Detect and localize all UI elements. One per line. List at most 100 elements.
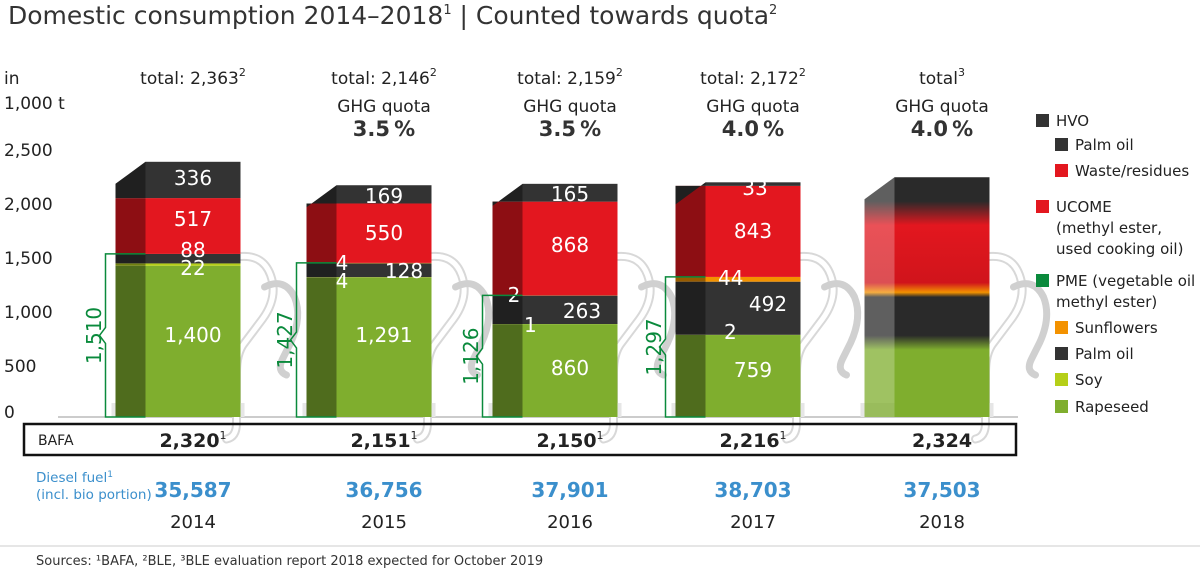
bafa-number: 2,324 [912,430,972,452]
pme-bracket: 1,427 [273,262,337,418]
bar-stack-2014 [111,161,245,417]
bafa-sup: 1 [780,429,787,442]
bafa-value: 2,2161 [719,429,786,452]
legend: HVO Palm oil Waste/residues UCOME (methyl es… [1036,112,1195,416]
fuel-nozzle-icon [971,251,1051,444]
bafa-label: BAFA [38,433,74,449]
y-tick: 2,500 [4,141,53,161]
bar-side-segment [492,201,523,296]
segment-label: 860 [551,356,589,380]
legend-label: Sunflowers [1075,319,1158,337]
legend-label: PME (vegetable oil [1056,272,1195,290]
bar-stack-2016 [488,183,622,417]
pme-sum-label: 1,427 [273,311,297,368]
pme-bracket: 1,126 [459,294,523,418]
bar-side-segment [306,203,337,263]
nozzle-spout [452,280,493,379]
y-unit-line1: in [4,69,20,89]
legend-swatch [1055,373,1068,386]
total-label: total: 2,1462 [331,66,437,89]
ghg-quota-label: GHG quota [337,97,431,117]
y-tick: 1,000 [4,303,53,323]
legend-item: Palm oil [1055,345,1134,363]
legend-label: Palm oil [1075,136,1134,154]
legend-swatch [1036,114,1049,127]
bar-segment-ucome [522,201,618,296]
legend-swatch [1036,274,1049,287]
total-label: total: 2,3632 [140,66,246,89]
fuel-nozzle-icon [413,251,493,444]
bafa-value: 2,1511 [350,429,417,452]
legend-swatch [1055,164,1068,177]
pme-bracket-line [475,294,523,418]
total-label: total: 2,1722 [700,66,806,89]
total-label: total3 [919,66,965,89]
nozzle-hose-shine [784,253,836,442]
year-label: 2017 [730,512,776,533]
bafa-value: 2,1501 [536,429,603,452]
nozzle-spout [1010,280,1051,379]
segment-label: 868 [551,233,589,257]
y-tick: 0 [4,403,15,423]
total-sup: 3 [958,66,965,79]
y-tick: 500 [4,357,36,377]
ghg-quota-value: 4.0 % [911,117,973,141]
diesel-row: 35,587 36,756 37,901 38,703 37,503 [154,478,980,502]
bar-segment-ucome [145,198,241,254]
page-title: Domestic consumption 2014–20181 | Counte… [8,1,777,30]
legend-swatch [1055,321,1068,334]
bar-side-segment [115,263,146,266]
bar-segment-ucome [705,185,801,277]
bar-stack-2017 [671,182,805,417]
bar-segment-palm-oil [145,253,241,264]
total-text: total: 2,363 [140,69,239,89]
bar-side-segment [115,253,146,264]
bafa-row: 2,3201 2,1511 2,1501 2,2161 2,324 [159,429,972,452]
ghg-quota-label: GHG quota [523,97,617,117]
pme-bracket: 1,510 [82,253,146,418]
segment-label: 843 [734,219,772,243]
bar-side-segment [492,183,523,206]
legend-item: PME (vegetable oil methyl ester) [1036,272,1195,311]
bar-segment-rapeseed [336,277,432,417]
bar-segment-hvo [145,161,241,199]
segment-label: 550 [365,221,403,245]
bar-stack-2018 [860,177,994,417]
year-label: 2014 [170,512,216,533]
nozzle-hose-shine [973,253,1025,442]
legend-label: Waste/residues [1075,162,1189,180]
bar-side-segment [306,263,337,278]
segment-label: 33 [742,176,767,200]
ghg-quota-value: 4.0 % [722,117,784,141]
bar-side-segment [675,185,706,277]
nozzle-hose-shine [415,253,467,442]
pme-bracket-line [289,262,337,418]
diesel-label: Diesel fuel1 [36,470,113,486]
fuel-nozzle-icon [599,251,679,444]
diesel-value: 36,756 [345,478,422,502]
total-text: total [919,69,958,89]
nozzle-hose-shine [601,253,653,442]
total-text: total: 2,172 [700,69,799,89]
year-row: 2014 2015 2016 2017 2018 [170,512,965,533]
bar-segment-sunflowers [705,276,801,282]
bar-side-segment [675,281,706,335]
total-sup: 2 [239,66,246,79]
segment-label: 1,400 [164,323,221,347]
bar-segment-palm-oil [705,281,801,335]
bar-side-segment [675,182,706,205]
y-unit-line2: 1,000 t [4,94,65,114]
bar-side-segment [492,324,523,417]
bafa-value: 2,324 [912,430,972,452]
year-label: 2018 [919,512,965,533]
segment-label: 2 [724,320,737,344]
segment-label: 22 [180,256,205,280]
legend-item: Palm oil [1055,136,1134,154]
segment-label: 759 [734,358,772,382]
legend-label: Rapeseed [1075,398,1149,416]
bar-side-segment [306,185,337,208]
bar-side-segment [306,277,337,417]
diesel-value: 37,503 [903,478,980,502]
legend-swatch [1055,400,1068,413]
nozzle-spout [821,280,862,379]
